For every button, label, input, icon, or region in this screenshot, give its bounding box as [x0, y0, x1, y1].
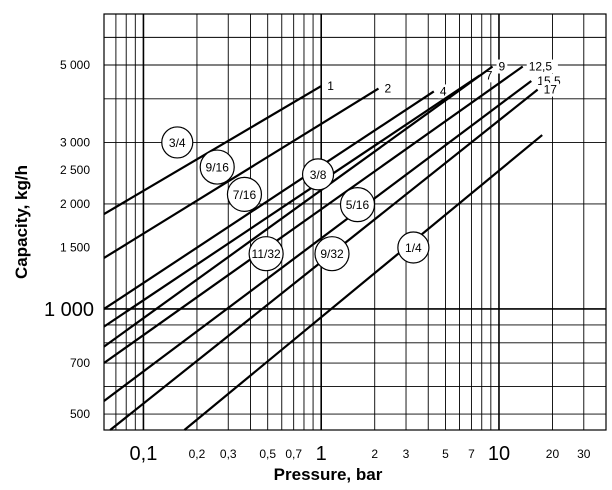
y-tick-label: 1 500 — [60, 241, 90, 255]
series-line — [183, 134, 543, 431]
annotation-text: 11/32 — [252, 247, 281, 261]
annotation-text: 3/8 — [310, 168, 327, 182]
annotation-text: 9/32 — [320, 247, 344, 261]
series-line — [103, 65, 494, 348]
x-tick-label: 0,1 — [130, 443, 158, 465]
size-annotation: 5/16 — [339, 187, 376, 223]
size-annotation: 3/8 — [301, 158, 335, 191]
series-label-bg — [496, 59, 508, 74]
series-line — [103, 65, 524, 364]
y-tick-label: 2 500 — [60, 163, 90, 177]
x-tick-label: 0,3 — [220, 447, 237, 461]
x-tick-label: 20 — [546, 447, 560, 461]
y-tick-label: 700 — [70, 356, 90, 370]
series-label-bg — [541, 82, 560, 97]
annotation-text: 9/16 — [206, 161, 230, 175]
series-end-label: 7 — [486, 68, 493, 82]
series-label-bg — [437, 84, 449, 99]
size-annotation: 11/32 — [248, 236, 284, 272]
x-tick-label: 0,5 — [259, 447, 276, 461]
x-tick-label: 0,2 — [189, 447, 206, 461]
series-label-bg — [382, 81, 394, 96]
x-tick-label: 2 — [371, 447, 378, 461]
annotation-circle — [161, 126, 194, 159]
annotation-circle — [339, 187, 376, 223]
series-end-label: 2 — [384, 82, 391, 96]
annotation-text: 1/4 — [405, 241, 422, 255]
y-axis-label: Capacity, kg/h — [12, 165, 31, 279]
x-tick-label: 0,7 — [285, 447, 302, 461]
x-tick-label: 10 — [488, 443, 510, 465]
annotation-circle — [314, 236, 350, 272]
annotation-text: 5/16 — [346, 198, 370, 212]
series-line — [103, 80, 532, 402]
annotation-circle — [397, 231, 430, 264]
annotation-circle — [199, 149, 235, 185]
y-tick-label: 1 000 — [44, 299, 94, 321]
x-tick-label: 1 — [316, 443, 327, 465]
y-tick-label: 2 000 — [60, 197, 90, 211]
size-annotation: 7/16 — [226, 176, 263, 212]
series-label-bg — [325, 79, 337, 94]
x-tick-label: 3 — [403, 447, 410, 461]
y-tick-label: 500 — [70, 407, 90, 421]
annotation-text: 3/4 — [169, 136, 186, 150]
series-end-label: 9 — [499, 60, 506, 74]
size-annotation: 9/16 — [199, 149, 235, 185]
series-end-label: 4 — [440, 84, 447, 98]
size-annotation: 9/32 — [314, 236, 350, 272]
series-end-label: 12,5 — [529, 60, 553, 74]
series-lines: 1 2 479 12,515,517 — [103, 59, 567, 431]
series-line — [103, 87, 380, 259]
x-tick-label: 5 — [442, 447, 449, 461]
tick-labels: 0,1 0,2 0,3 0,5 0,7 1 2 3 5 7 10 20 30 500 700 1 000 1 5… — [44, 58, 591, 465]
x-tick-label: 7 — [468, 447, 475, 461]
y-tick-label: 5 000 — [60, 58, 90, 72]
annotation-circle — [301, 158, 335, 191]
x-tick-label: 30 — [577, 447, 591, 461]
series-line — [103, 74, 481, 328]
annotation-text: 7/16 — [233, 188, 257, 202]
series-end-label: 1 — [327, 79, 334, 93]
y-tick-label: 3 000 — [60, 135, 90, 149]
line-annotations: 3/4 9/167/16 3/8 5/16 11/32 9/32 1/4 — [161, 126, 430, 272]
series-line — [103, 90, 435, 310]
series-end-label: 17 — [544, 83, 558, 97]
x-axis-label: Pressure, bar — [274, 465, 383, 484]
annotation-circle — [248, 236, 284, 272]
annotation-circle — [226, 176, 263, 212]
size-annotation: 3/4 — [161, 126, 194, 159]
series-label-bg — [526, 59, 558, 74]
size-annotation: 1/4 — [397, 231, 430, 264]
plot-frame — [103, 13, 607, 431]
series-label-bg — [483, 68, 495, 83]
